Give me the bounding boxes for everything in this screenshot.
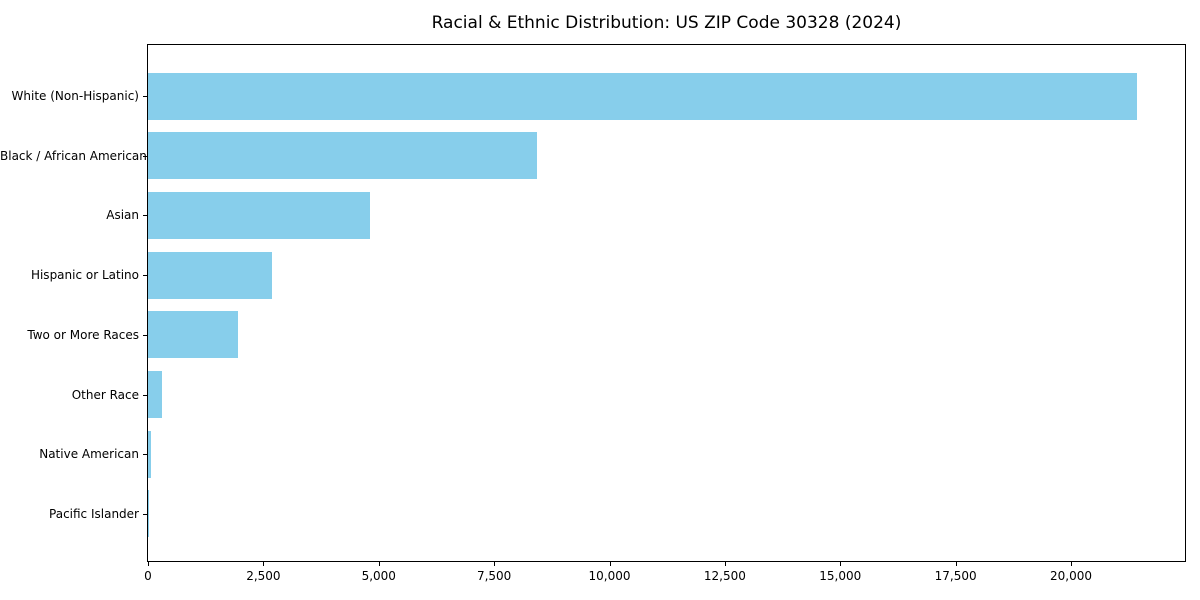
y-tick-mark [143, 513, 147, 515]
y-tick-mark [143, 334, 147, 336]
bar-other-race [148, 371, 163, 418]
x-tick-mark [263, 562, 265, 566]
x-tick-label: 17,500 [934, 569, 977, 583]
y-tick-mark [143, 215, 147, 217]
y-tick-label-pacific-islander: Pacific Islander [49, 506, 139, 521]
x-tick-mark [494, 562, 496, 566]
y-tick-label-other-race: Other Race [71, 387, 139, 402]
x-tick-label: 7,500 [476, 569, 512, 583]
x-tick-label: 20,000 [1050, 569, 1092, 583]
bar-pacific-islander [148, 490, 149, 538]
bar-hispanic-or-latino [148, 251, 273, 299]
x-tick-label: 2,500 [246, 569, 281, 583]
y-tick-mark [143, 394, 147, 396]
x-tick-mark [1071, 562, 1072, 566]
plot-area [147, 44, 1186, 562]
y-tick-label-native-american: Native American [39, 447, 139, 462]
bar-black-african-american [148, 132, 537, 180]
bar-native-american [148, 430, 151, 478]
x-tick-label: 12,500 [703, 569, 746, 583]
y-tick-label-black-african-american: Black / African American [0, 148, 147, 163]
x-tick-mark [955, 562, 957, 566]
y-tick-mark [143, 155, 147, 157]
chart-title: Racial & Ethnic Distribution: US ZIP Cod… [431, 13, 902, 33]
x-tick-mark [378, 562, 380, 566]
x-tick-mark [148, 562, 149, 566]
x-tick-label: 0 [144, 569, 152, 583]
y-tick-mark [143, 96, 147, 97]
x-tick-mark [609, 562, 611, 566]
bar-two-or-more-races [148, 311, 238, 359]
y-tick-mark [143, 454, 147, 456]
y-tick-label-asian: Asian [106, 208, 139, 223]
x-tick-mark [724, 562, 726, 566]
y-tick-label-white-non-hispanic: White (Non-Hispanic) [11, 89, 139, 103]
x-tick-label: 5,000 [361, 569, 396, 583]
x-tick-mark [840, 562, 842, 566]
bar-asian [148, 191, 370, 239]
x-tick-label: 15,000 [819, 569, 862, 583]
bar-white-non-hispanic [148, 72, 1137, 120]
y-tick-mark [143, 275, 147, 277]
x-tick-label: 10,000 [588, 569, 631, 583]
y-tick-label-two-or-more-races: Two or More Races [27, 327, 139, 342]
y-tick-label-hispanic-or-latino: Hispanic or Latino [30, 268, 139, 283]
